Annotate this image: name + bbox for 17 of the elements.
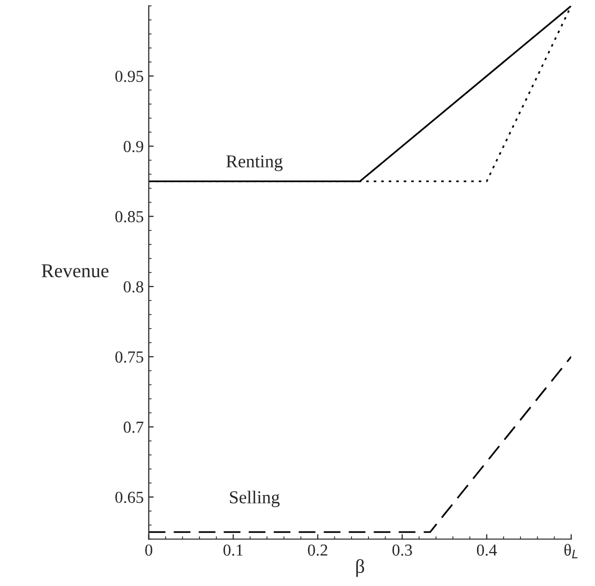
annotation: Selling [230,490,280,508]
y-tick-label: 0.9 [124,140,144,152]
x-tick-label: 0.2 [308,544,328,556]
y-tick-label: 0.75 [115,351,144,363]
x-tick-label: 0 [145,544,152,556]
y-tick-label: 0.65 [115,492,144,504]
x-tick-label: 0.3 [392,544,412,556]
y-tick-label: 0.7 [124,422,144,433]
x-axis-title: β [356,559,364,577]
y-tick-label: 0.85 [115,211,144,222]
x-tick-label: 0.1 [223,544,243,556]
y-tick-label: 0.95 [115,70,144,82]
y-tick-label: 0.8 [124,281,144,293]
x-tick-label: θ$_{L}$ [564,544,578,558]
annotation: Renting [226,155,283,172]
x-tick-label: 0.4 [476,544,497,556]
y-axis-title: Revenue [42,264,108,278]
